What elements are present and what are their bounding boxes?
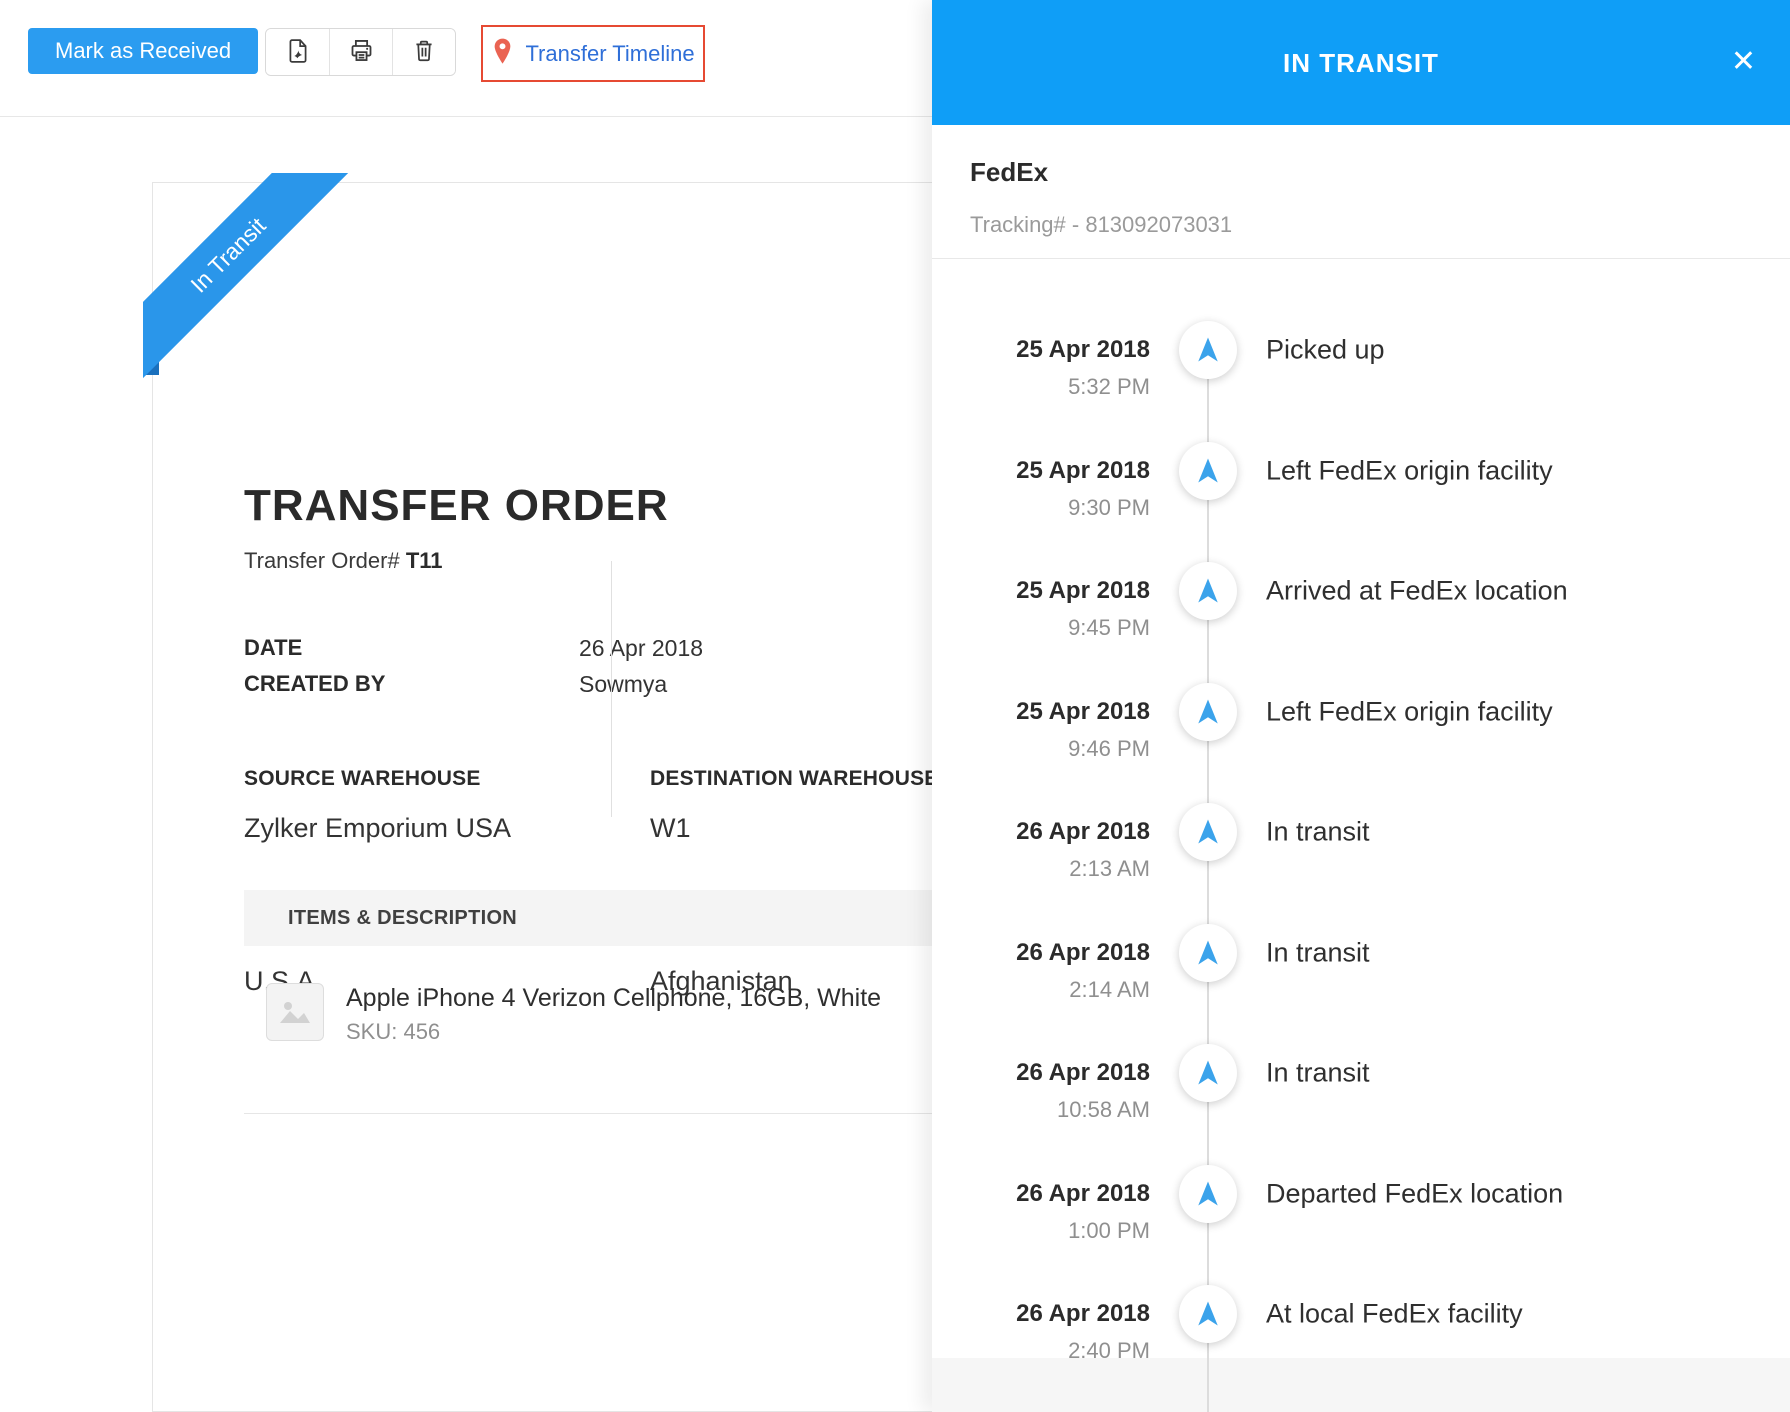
ribbon-fold xyxy=(329,173,345,189)
panel-header: IN TRANSIT ✕ xyxy=(932,0,1790,125)
pdf-export-button[interactable] xyxy=(266,29,329,75)
event-date: 25 Apr 2018 xyxy=(1016,577,1150,604)
event-date: 26 Apr 2018 xyxy=(1016,1300,1150,1327)
created-by-label: CREATED BY xyxy=(244,671,386,696)
event-status: In transit xyxy=(1266,816,1370,847)
panel-footer xyxy=(932,1358,1790,1412)
warehouse-column-divider xyxy=(611,561,612,817)
event-date: 26 Apr 2018 xyxy=(1016,938,1150,966)
mark-as-received-button[interactable]: Mark as Received xyxy=(28,28,259,74)
in-transit-panel: IN TRANSIT ✕ FedEx Tracking# - 813092073… xyxy=(932,0,1790,1412)
event-date: 25 Apr 2018 xyxy=(1016,456,1150,484)
destination-warehouse-name: W1 xyxy=(650,813,691,843)
event-status: Arrived at FedEx location xyxy=(1266,575,1568,606)
item-name: Apple iPhone 4 Verizon Cellphone, 16GB, … xyxy=(346,984,882,1012)
event-time: 9:46 PM xyxy=(1068,735,1150,761)
event-time: 2:14 AM xyxy=(1069,976,1150,1002)
carrier-name: FedEx xyxy=(970,157,1049,187)
event-status: In transit xyxy=(1266,1057,1370,1088)
image-placeholder-icon xyxy=(266,983,324,1041)
panel-divider xyxy=(932,258,1790,259)
navigation-arrow-icon xyxy=(1179,1044,1237,1102)
event-date: 26 Apr 2018 xyxy=(1016,1059,1150,1086)
date-label: DATE xyxy=(244,635,303,660)
transfer-timeline-button[interactable]: Transfer Timeline xyxy=(481,25,705,82)
location-pin-icon xyxy=(491,37,514,71)
status-ribbon: In Transit xyxy=(143,173,383,413)
event-time: 9:45 PM xyxy=(1068,615,1150,640)
navigation-arrow-icon xyxy=(1179,441,1237,500)
order-number-label: Transfer Order# xyxy=(244,548,400,573)
event-time: 2:40 PM xyxy=(1068,1338,1150,1363)
navigation-arrow-icon xyxy=(1179,562,1237,620)
event-status: Picked up xyxy=(1266,334,1385,365)
event-date: 25 Apr 2018 xyxy=(1016,336,1150,363)
event-status: Left FedEx origin facility xyxy=(1266,696,1553,726)
event-status: Departed FedEx location xyxy=(1266,1178,1564,1208)
print-button[interactable] xyxy=(329,29,392,75)
event-date: 26 Apr 2018 xyxy=(1016,818,1150,845)
navigation-arrow-icon xyxy=(1179,1285,1237,1343)
document-actions-group xyxy=(265,28,456,76)
navigation-arrow-icon xyxy=(1179,1164,1237,1223)
source-warehouse-name: Zylker Emporium USA xyxy=(244,813,512,843)
delete-button[interactable] xyxy=(392,29,455,75)
event-time: 5:32 PM xyxy=(1068,374,1150,399)
transfer-timeline-label: Transfer Timeline xyxy=(525,40,695,66)
close-icon[interactable]: ✕ xyxy=(1730,45,1756,78)
tracking-number: Tracking# - 813092073031 xyxy=(970,212,1233,237)
destination-country: Afghanistan xyxy=(650,966,793,996)
navigation-arrow-icon xyxy=(1179,321,1237,379)
timeline-connector-line xyxy=(1207,350,1209,1412)
event-status: At local FedEx facility xyxy=(1266,1298,1523,1329)
trash-icon xyxy=(411,37,437,67)
created-by-value: Sowmya xyxy=(579,671,668,697)
transfer-order-number: Transfer Order# T11 xyxy=(244,548,443,574)
event-time: 9:30 PM xyxy=(1068,494,1150,520)
navigation-arrow-icon xyxy=(1179,923,1237,982)
event-status: In transit xyxy=(1266,937,1370,967)
order-number-value: T11 xyxy=(405,548,443,573)
navigation-arrow-icon xyxy=(1179,682,1237,741)
item-sku: SKU: 456 xyxy=(346,1019,441,1044)
date-value: 26 Apr 2018 xyxy=(579,635,704,661)
document-title: TRANSFER ORDER xyxy=(244,481,669,530)
event-time: 2:13 AM xyxy=(1069,856,1150,881)
status-ribbon-label: In Transit xyxy=(143,173,361,388)
ribbon-fold xyxy=(143,359,159,375)
event-date: 25 Apr 2018 xyxy=(1016,697,1150,725)
event-time: 10:58 AM xyxy=(1057,1097,1150,1122)
destination-warehouse-label: DESTINATION WAREHOUSE xyxy=(650,767,939,790)
event-date: 26 Apr 2018 xyxy=(1016,1179,1150,1207)
panel-title: IN TRANSIT xyxy=(1283,48,1439,78)
event-status: Left FedEx origin facility xyxy=(1266,455,1553,485)
printer-icon xyxy=(348,37,375,67)
pdf-document-icon xyxy=(285,37,311,68)
items-header-label: ITEMS & DESCRIPTION xyxy=(288,907,518,929)
navigation-arrow-icon xyxy=(1179,803,1237,861)
event-time: 1:00 PM xyxy=(1068,1217,1150,1243)
source-warehouse-label: SOURCE WAREHOUSE xyxy=(244,767,481,790)
